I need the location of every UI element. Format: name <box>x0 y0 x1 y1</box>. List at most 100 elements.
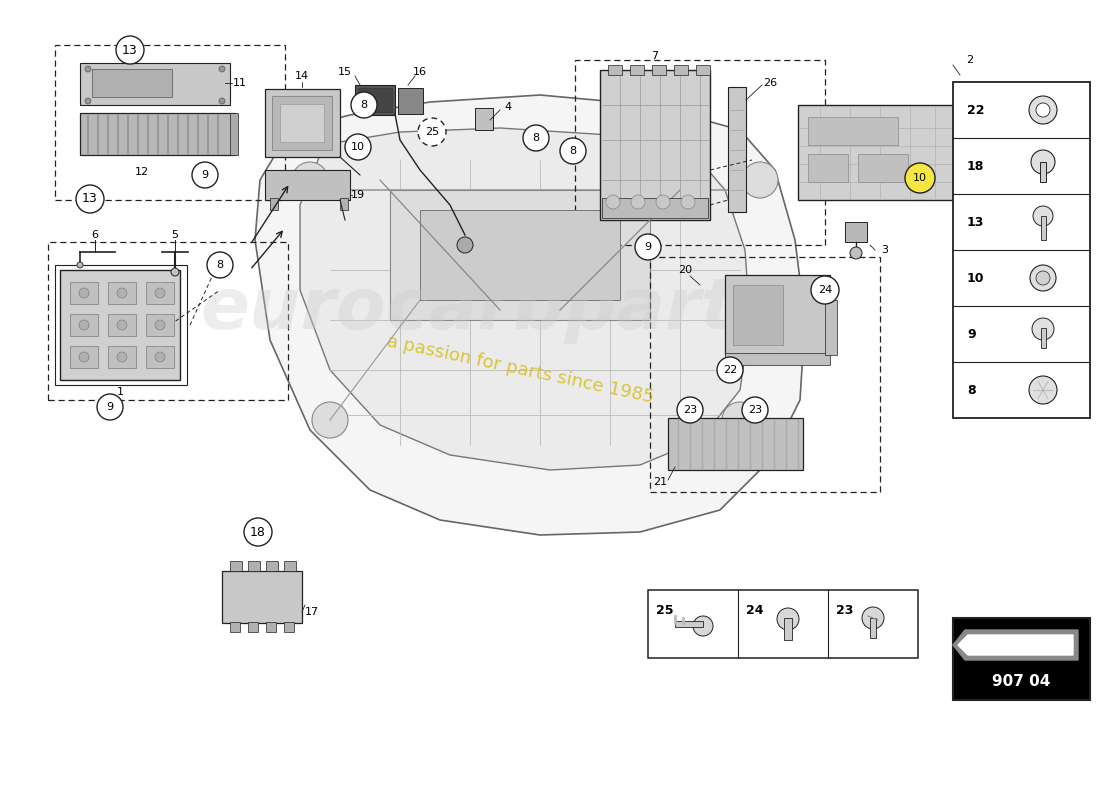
Text: 5: 5 <box>172 230 178 240</box>
FancyBboxPatch shape <box>222 571 302 623</box>
Text: 13: 13 <box>122 43 138 57</box>
Text: 13: 13 <box>82 193 98 206</box>
Circle shape <box>117 352 126 362</box>
Circle shape <box>656 195 670 209</box>
Circle shape <box>219 66 225 72</box>
Polygon shape <box>953 630 1078 660</box>
Circle shape <box>192 162 218 188</box>
Text: 8: 8 <box>570 146 576 156</box>
FancyBboxPatch shape <box>728 87 746 212</box>
Text: 8: 8 <box>217 260 223 270</box>
FancyBboxPatch shape <box>70 282 98 304</box>
FancyBboxPatch shape <box>608 65 622 75</box>
Circle shape <box>76 185 104 213</box>
FancyBboxPatch shape <box>248 561 260 571</box>
Circle shape <box>117 288 126 298</box>
Text: 4: 4 <box>505 102 512 112</box>
FancyBboxPatch shape <box>1041 216 1046 240</box>
Circle shape <box>207 252 233 278</box>
Text: 23: 23 <box>683 405 697 415</box>
Circle shape <box>418 118 446 146</box>
FancyBboxPatch shape <box>340 198 348 210</box>
FancyBboxPatch shape <box>420 210 620 300</box>
FancyBboxPatch shape <box>953 618 1090 700</box>
Circle shape <box>522 125 549 151</box>
FancyBboxPatch shape <box>92 69 172 97</box>
FancyBboxPatch shape <box>808 154 848 182</box>
FancyBboxPatch shape <box>845 222 867 242</box>
Text: 13: 13 <box>967 215 984 229</box>
Circle shape <box>1031 150 1055 174</box>
FancyBboxPatch shape <box>70 346 98 368</box>
Text: 6: 6 <box>91 230 99 240</box>
FancyBboxPatch shape <box>725 353 830 365</box>
Circle shape <box>77 262 82 268</box>
Text: 7: 7 <box>651 51 659 61</box>
Text: 20: 20 <box>678 265 692 275</box>
FancyBboxPatch shape <box>674 65 688 75</box>
FancyBboxPatch shape <box>146 346 174 368</box>
Text: 16: 16 <box>412 67 427 77</box>
FancyBboxPatch shape <box>725 275 830 355</box>
Text: 17: 17 <box>305 607 319 617</box>
Text: 2: 2 <box>967 55 974 65</box>
Circle shape <box>693 616 713 636</box>
FancyBboxPatch shape <box>858 154 907 182</box>
FancyBboxPatch shape <box>600 70 710 220</box>
Text: eurocarbparts: eurocarbparts <box>201 275 779 345</box>
Text: 10: 10 <box>351 142 365 152</box>
Text: 24: 24 <box>746 603 763 617</box>
Circle shape <box>155 320 165 330</box>
FancyBboxPatch shape <box>953 82 1090 418</box>
Circle shape <box>722 402 758 438</box>
Circle shape <box>1036 271 1050 285</box>
FancyBboxPatch shape <box>80 63 230 105</box>
Text: 10: 10 <box>967 271 984 285</box>
FancyBboxPatch shape <box>798 105 953 200</box>
Text: 3: 3 <box>881 245 889 255</box>
Text: 24: 24 <box>818 285 832 295</box>
FancyBboxPatch shape <box>648 590 918 658</box>
FancyBboxPatch shape <box>248 622 258 632</box>
Text: 18: 18 <box>967 159 984 173</box>
Circle shape <box>155 352 165 362</box>
Text: 11: 11 <box>233 78 248 88</box>
FancyBboxPatch shape <box>266 622 276 632</box>
Text: 10: 10 <box>913 173 927 183</box>
Circle shape <box>79 320 89 330</box>
Circle shape <box>456 237 473 253</box>
Polygon shape <box>958 635 1072 655</box>
Text: 12: 12 <box>135 167 150 177</box>
Circle shape <box>292 162 328 198</box>
Text: 14: 14 <box>295 71 309 81</box>
Circle shape <box>850 247 862 259</box>
FancyBboxPatch shape <box>652 65 666 75</box>
Circle shape <box>1033 206 1053 226</box>
FancyBboxPatch shape <box>230 113 238 155</box>
Circle shape <box>676 397 703 423</box>
FancyBboxPatch shape <box>630 65 644 75</box>
Circle shape <box>312 402 348 438</box>
FancyBboxPatch shape <box>390 190 650 320</box>
FancyBboxPatch shape <box>272 96 332 150</box>
FancyBboxPatch shape <box>1040 162 1046 182</box>
Text: 22: 22 <box>723 365 737 375</box>
Circle shape <box>219 98 225 104</box>
FancyBboxPatch shape <box>70 314 98 336</box>
FancyBboxPatch shape <box>146 314 174 336</box>
Circle shape <box>85 66 91 72</box>
Text: 26: 26 <box>763 78 777 88</box>
FancyBboxPatch shape <box>80 113 235 155</box>
FancyBboxPatch shape <box>398 88 424 114</box>
Text: 25: 25 <box>425 127 439 137</box>
FancyBboxPatch shape <box>358 88 392 112</box>
FancyBboxPatch shape <box>230 622 240 632</box>
FancyBboxPatch shape <box>108 314 136 336</box>
Text: 15: 15 <box>338 67 352 77</box>
FancyBboxPatch shape <box>284 622 294 632</box>
Text: 21: 21 <box>653 477 667 487</box>
FancyBboxPatch shape <box>108 282 136 304</box>
Circle shape <box>811 276 839 304</box>
Circle shape <box>79 288 89 298</box>
Polygon shape <box>300 128 750 470</box>
